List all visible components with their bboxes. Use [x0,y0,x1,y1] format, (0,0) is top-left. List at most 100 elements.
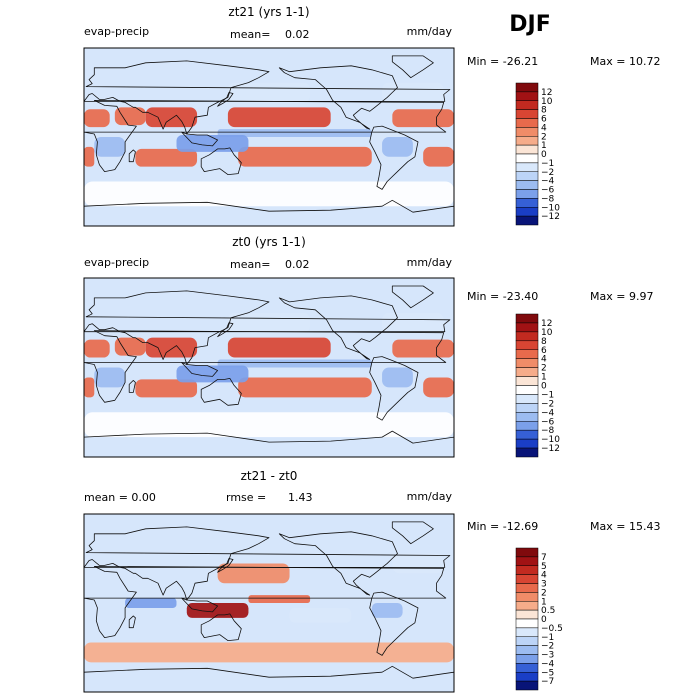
colorbar-tick-label: 0.5 [541,606,555,616]
field-cell [84,377,95,398]
mean-value: 0.02 [285,258,310,271]
japan-outline [217,92,234,107]
variable-label: evap-precip [84,25,149,38]
field-cell [423,377,454,398]
colorbar-swatch [515,207,539,217]
colorbar-swatch [515,547,539,558]
map-area [84,514,454,692]
field-cell [392,109,454,128]
indonesia-outline [181,131,219,147]
field-cell [135,379,198,398]
north-america-outline [278,295,398,360]
panel-zt21: zt21 (yrs 1-1) evap-precip mean= 0.02 mm… [83,5,660,227]
colorbar-tick-label: −5 [541,668,554,678]
colorbar-tick-label: 5 [541,562,547,572]
units-label: mm/day [407,490,453,503]
max-label: Max = 15.43 [590,520,660,533]
australia-outline [200,147,242,176]
colorbar-swatch [515,215,539,226]
field-cell [382,82,444,103]
colorbar-swatch [515,349,539,359]
colorbar-swatch [515,136,539,146]
colorbar-swatch [515,680,539,691]
eurasia-outline [84,290,451,365]
field-cell [227,312,311,333]
north-america-outline [278,65,398,130]
colorbar-swatch [515,565,539,575]
field-cell [392,339,454,358]
colorbar-tick-label: −2 [541,399,554,409]
africa-outline [84,566,447,638]
colorbar-swatch [515,421,539,431]
colorbar-tick-label: 1 [541,141,547,151]
south-america-outline [369,356,419,421]
colorbar-tick-label: −12 [541,444,560,454]
colorbar-tick-label: −1 [541,390,554,400]
colorbar-swatch [515,171,539,181]
units-label: mm/day [407,256,453,269]
japan-outline [217,558,234,573]
colorbar-swatch [515,358,539,368]
panel-zt0: zt0 (yrs 1-1) evap-precip mean= 0.02 mm/… [83,235,653,458]
map-frame [83,513,455,693]
field-cell [227,107,331,128]
field-cell [114,107,146,126]
field-cell [114,337,146,356]
japan-outline [217,322,234,338]
field-cell [94,137,126,157]
colorbar-swatch [515,601,539,611]
colorbar-tick-label: 6 [541,115,547,125]
colorbar-tick-label: −12 [541,212,560,222]
colorbar-tick-label: −2 [541,642,554,652]
colorbar-tick-label: −2 [541,168,554,178]
min-label: Min = -23.40 [467,290,538,303]
season-title: DJF [509,12,550,37]
colorbar-tick-label: 6 [541,346,547,356]
colorbar-swatch [515,663,539,673]
field-cell [84,339,110,358]
map-area [84,48,454,226]
colorbar-tick-label: 0 [541,382,547,392]
field-cell [176,135,249,152]
colorbar-tick-label: 2 [541,588,547,598]
colorbar-tick-label: −4 [541,659,555,669]
field-cell [238,377,372,398]
colorbar-swatch [515,627,539,637]
mean-label: mean = 0.00 [84,491,156,504]
max-label: Max = 9.97 [590,290,653,303]
africa-outline [84,330,447,403]
colorbar-swatch [515,592,539,602]
colorbar-tick-label: 1 [541,597,547,607]
field-cell [238,146,372,167]
colorbar-swatch [515,91,539,101]
rmse-label: rmse = [226,491,266,504]
greenland-outline [391,521,434,545]
colorbar-tick-label: −1 [541,159,554,169]
field-cell [382,137,413,157]
madagascar-outline [128,149,136,163]
field-cell [186,603,249,618]
panel-title: zt0 (yrs 1-1) [232,235,306,249]
field-cell [176,365,249,383]
field-cell [84,109,110,128]
variable-label: evap-precip [84,256,149,269]
colorbar-tick-label: −10 [541,435,560,445]
colorbar-tick-label: 4 [541,355,547,365]
field-cell [217,563,290,584]
colorbar-tick-label: −6 [541,186,555,196]
field-cell [145,337,198,358]
greenland-outline [391,285,434,309]
madagascar-outline [128,615,136,629]
australia-outline [200,377,242,406]
indonesia-outline [181,597,219,613]
max-label: Max = 10.72 [590,55,660,68]
australia-outline [200,613,242,641]
colorbar-swatch [515,313,539,324]
colorbar-tick-label: −8 [541,426,555,436]
colorbar-swatch [515,403,539,413]
colorbar-swatch [515,447,539,458]
colorbar-swatch [515,331,539,342]
